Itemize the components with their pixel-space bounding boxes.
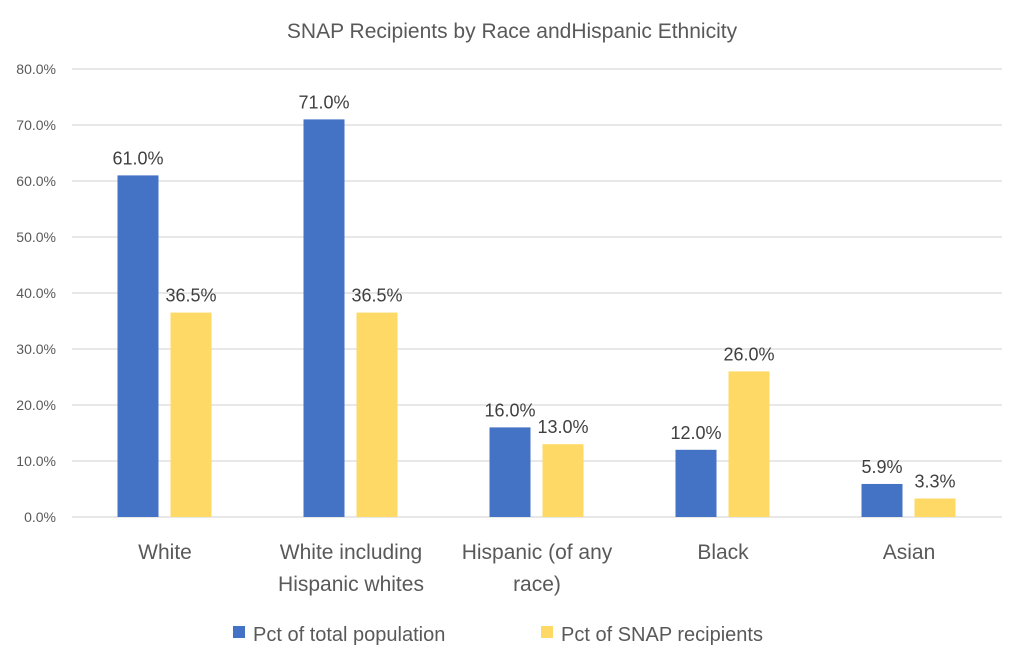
bar (542, 444, 584, 517)
y-tick-label: 40.0% (16, 285, 56, 301)
y-tick-label: 10.0% (16, 453, 56, 469)
legend-label: Pct of SNAP recipients (561, 624, 763, 646)
bar (170, 312, 212, 517)
data-label: 13.0% (537, 417, 588, 437)
bar (728, 371, 770, 517)
y-tick-label: 50.0% (16, 229, 56, 245)
bar (356, 312, 398, 517)
y-tick-label: 20.0% (16, 397, 56, 413)
bar (914, 498, 956, 517)
legend-label: Pct of total population (253, 624, 445, 646)
x-category-label: White including (280, 541, 422, 564)
x-category-label: race) (513, 573, 561, 596)
data-label: 36.5% (351, 286, 402, 306)
data-label: 26.0% (723, 344, 774, 364)
y-tick-label: 30.0% (16, 341, 56, 357)
y-tick-label: 0.0% (24, 509, 56, 525)
bar (861, 483, 903, 517)
x-category-label: Asian (883, 541, 936, 564)
bar (303, 119, 345, 518)
data-label: 61.0% (112, 148, 163, 168)
y-tick-label: 70.0% (16, 117, 56, 133)
data-label: 5.9% (861, 457, 902, 477)
data-label: 12.0% (670, 423, 721, 443)
bar (117, 175, 159, 517)
x-category-label: Hispanic (of any (462, 541, 613, 564)
x-category-label: Hispanic whites (278, 573, 424, 596)
bar (489, 427, 531, 517)
y-tick-label: 80.0% (16, 61, 56, 77)
data-label: 71.0% (298, 92, 349, 112)
legend-swatch (541, 626, 553, 638)
x-category-label: White (138, 541, 192, 564)
data-label: 3.3% (914, 472, 955, 492)
legend-swatch (233, 626, 245, 638)
bar (675, 449, 717, 517)
chart-title: SNAP Recipients by Race andHispanic Ethn… (287, 20, 738, 43)
data-label: 36.5% (165, 286, 216, 306)
x-category-label: Black (697, 541, 749, 564)
data-label: 16.0% (484, 400, 535, 420)
y-tick-label: 60.0% (16, 173, 56, 189)
